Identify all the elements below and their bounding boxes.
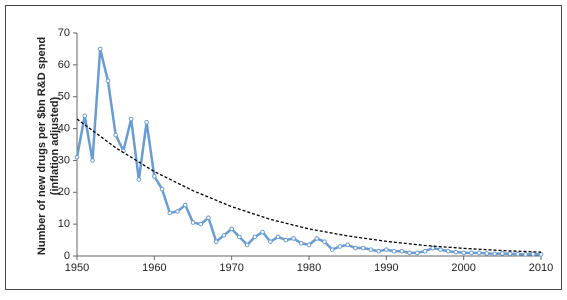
point (422, 248, 428, 254)
point (329, 247, 335, 252)
point (523, 252, 528, 257)
y-tick-label: 10 (58, 218, 70, 230)
point (430, 245, 436, 251)
point (190, 220, 196, 225)
point (391, 248, 397, 254)
point (345, 242, 350, 248)
point (175, 209, 180, 214)
point (492, 251, 497, 257)
point (298, 240, 304, 246)
x-tick-label: 1980 (297, 262, 321, 274)
y-axis-title-line: Number of new drugs per $bn R&D spend (36, 37, 48, 255)
point (74, 154, 80, 160)
y-axis-title-line: (inflation adjusted) (49, 96, 61, 195)
x-tick-label: 1970 (219, 262, 243, 274)
point (275, 234, 281, 240)
point (97, 46, 103, 52)
point (159, 186, 165, 192)
point (530, 251, 536, 257)
point (221, 232, 227, 238)
point (206, 215, 211, 221)
point (515, 251, 521, 257)
point (445, 248, 451, 254)
point (453, 249, 459, 255)
y-tick-label: 20 (58, 186, 70, 198)
y-axis-title: Number of new drugs per $bn R&D spend (i… (36, 37, 61, 255)
point (82, 113, 88, 119)
point (152, 174, 157, 179)
point (360, 245, 366, 251)
point (105, 78, 111, 84)
y-tick-label: 30 (58, 154, 70, 166)
series-line (76, 118, 542, 253)
point (229, 226, 234, 232)
point (322, 239, 327, 244)
point (244, 242, 250, 248)
point (469, 250, 474, 256)
point (538, 252, 544, 257)
point (399, 248, 405, 254)
x-tick-label: 2000 (451, 262, 475, 274)
point (353, 245, 358, 251)
point (90, 158, 95, 163)
y-tick-label: 50 (58, 91, 70, 103)
point (461, 250, 466, 256)
point (476, 250, 482, 256)
point (268, 239, 273, 244)
point (167, 210, 173, 216)
point (260, 229, 265, 235)
point (213, 239, 219, 244)
point (128, 116, 134, 122)
frame (5, 5, 562, 290)
point (306, 242, 312, 248)
y-tick-label: 0 (64, 250, 70, 262)
point (252, 234, 258, 240)
x-tick-label: 1960 (142, 262, 166, 274)
point (182, 202, 188, 208)
point (368, 247, 374, 252)
point (384, 247, 389, 252)
point (136, 177, 142, 182)
point (376, 248, 381, 254)
point (314, 236, 320, 241)
point (291, 236, 296, 241)
point (144, 119, 149, 125)
point (414, 250, 420, 256)
y-tick-label: 60 (58, 59, 70, 71)
y-tick-label: 40 (58, 122, 70, 134)
point (237, 234, 242, 240)
point (507, 251, 513, 257)
y-tick-label: 70 (58, 27, 70, 39)
point (500, 251, 505, 256)
x-tick-label: 1990 (374, 262, 398, 274)
point (198, 221, 204, 227)
point (113, 132, 118, 138)
x-tick-label: 1950 (65, 262, 89, 274)
point (438, 247, 443, 252)
point (337, 244, 343, 249)
x-tick-label: 2010 (529, 262, 553, 274)
point (407, 250, 412, 256)
point (484, 251, 490, 256)
point (283, 237, 289, 243)
